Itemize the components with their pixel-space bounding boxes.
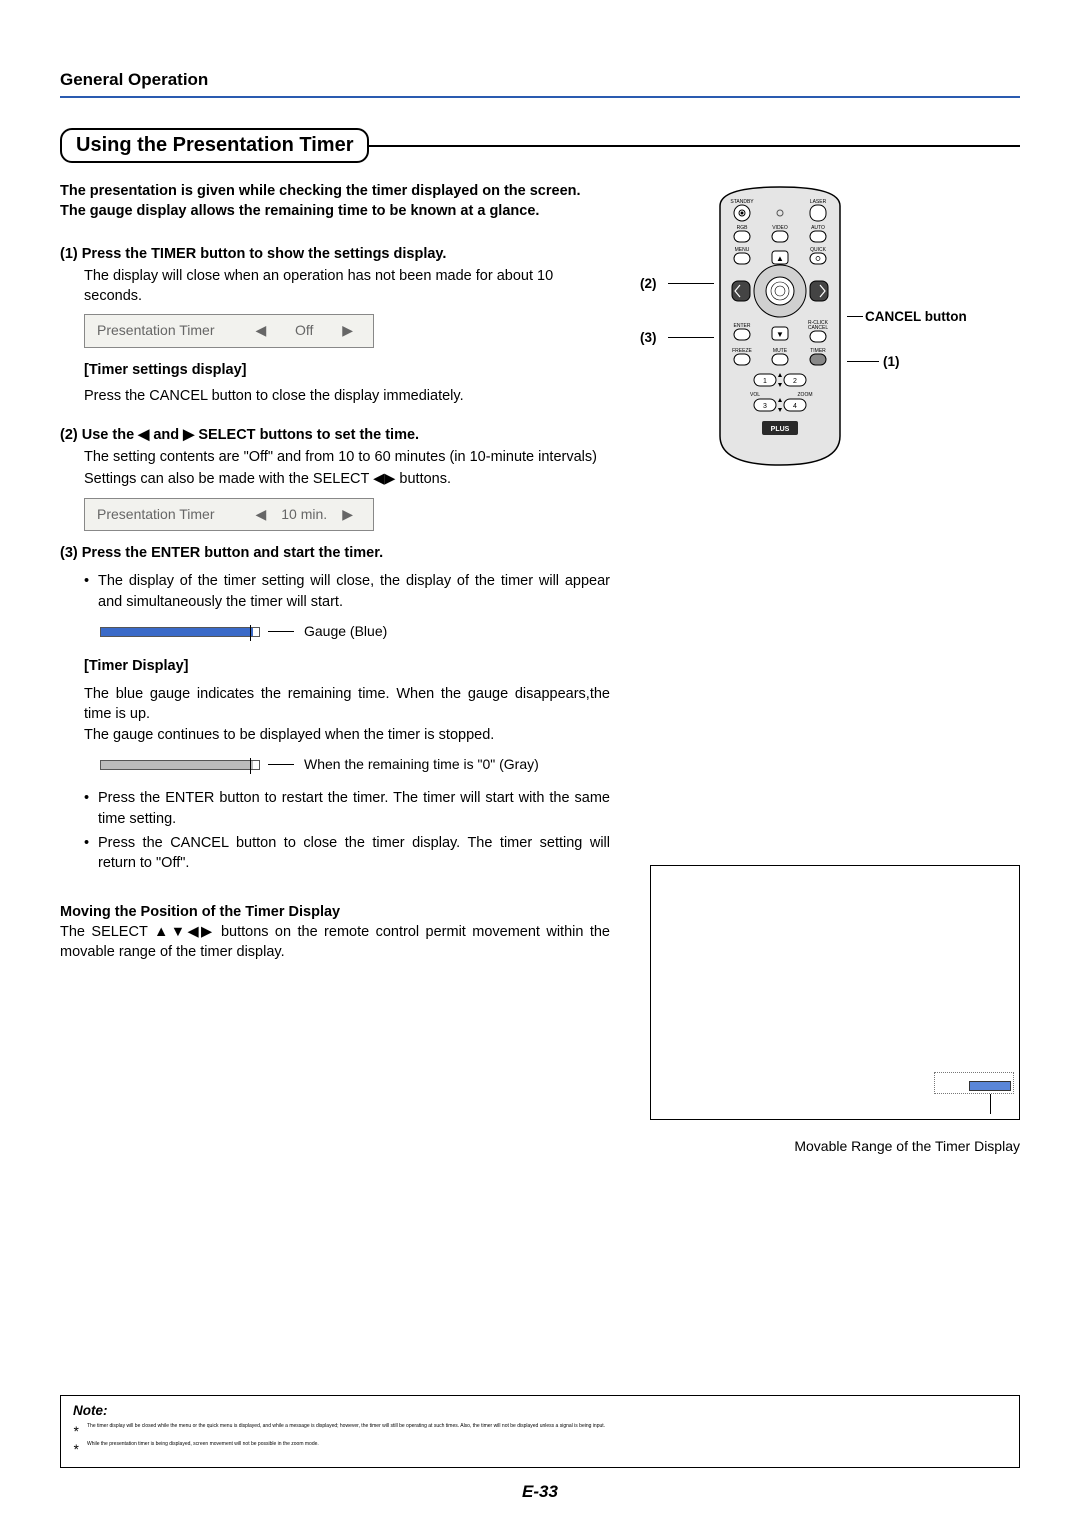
screen-caption: Movable Range of the Timer Display <box>650 1138 1020 1154</box>
svg-text:ZOOM: ZOOM <box>798 392 813 398</box>
svg-text:▲: ▲ <box>776 254 784 263</box>
lead-line-2 <box>268 764 294 765</box>
osd1-value: Off <box>274 321 334 341</box>
step-1: (1) Press the TIMER button to show the s… <box>60 244 610 307</box>
svg-text:STANDBY: STANDBY <box>730 199 754 205</box>
svg-text:PLUS: PLUS <box>771 426 790 433</box>
bullet-cancel-text: Press the CANCEL button to close the tim… <box>98 833 610 874</box>
svg-text:MENU: MENU <box>735 247 750 253</box>
gauge-blue-label: Gauge (Blue) <box>304 622 387 642</box>
svg-text:MUTE: MUTE <box>773 348 788 354</box>
callout-cancel: CANCEL button <box>865 309 967 324</box>
title-line <box>367 145 1020 147</box>
osd2-label: Presentation Timer <box>97 505 247 525</box>
step-3: (3) Press the ENTER button and start the… <box>60 543 610 563</box>
svg-text:4: 4 <box>793 403 797 410</box>
svg-text:1: 1 <box>763 378 767 385</box>
osd-off: Presentation Timer ◀ Off ▶ <box>84 314 374 348</box>
remote-svg: .t{font:5px Arial;fill:#000;} .tb{font:b… <box>710 181 850 471</box>
gauge-gray <box>100 760 260 770</box>
osd1-label: Presentation Timer <box>97 321 247 341</box>
svg-text:CANCEL: CANCEL <box>808 325 829 331</box>
osd2-value: 10 min. <box>274 505 334 525</box>
intro: The presentation is given while checking… <box>60 181 610 222</box>
callout-2: (2) <box>640 276 657 291</box>
callout-3-line <box>668 337 714 338</box>
svg-text:2: 2 <box>793 378 797 385</box>
svg-text:▼: ▼ <box>776 330 784 339</box>
note-2: While the presentation timer is being di… <box>87 1441 1007 1459</box>
svg-text:FREEZE: FREEZE <box>732 348 752 354</box>
svg-text:RGB: RGB <box>737 225 749 231</box>
bullet-enter-text: Press the ENTER button to restart the ti… <box>98 788 610 829</box>
lead-line <box>268 631 294 632</box>
gauge-gray-row: When the remaining time is "0" (Gray) <box>100 755 610 775</box>
step3-head: Press the ENTER button and start the tim… <box>82 545 383 561</box>
callout-3: (3) <box>640 330 657 345</box>
gauge-blue-row: Gauge (Blue) <box>100 622 610 642</box>
osd-10min: Presentation Timer ◀ 10 min. ▶ <box>84 498 374 532</box>
left-column: The presentation is given while checking… <box>60 181 610 963</box>
step2-head: Use the ◀ and ▶ SELECT buttons to set th… <box>82 427 419 443</box>
svg-text:QUICK: QUICK <box>810 247 827 253</box>
title-row: Using the Presentation Timer <box>60 128 1020 163</box>
page-number: E-33 <box>0 1482 1080 1502</box>
svg-text:TIMER: TIMER <box>810 348 826 354</box>
gauge-blue <box>100 627 260 637</box>
moving-section: Moving the Position of the Timer Display… <box>60 902 610 963</box>
svg-text:AUTO: AUTO <box>811 225 825 231</box>
note-1: The timer display will be closed while t… <box>87 1423 1007 1441</box>
moving-head: Moving the Position of the Timer Display <box>60 902 610 922</box>
section-header: General Operation <box>60 70 1020 90</box>
timer-display-p2: The gauge continues to be displayed when… <box>84 725 610 745</box>
step-2: (2) Use the ◀ and ▶ SELECT buttons to se… <box>60 425 610 490</box>
page-title: Using the Presentation Timer <box>60 128 369 163</box>
movable-range-screen <box>650 865 1020 1120</box>
moving-body: The SELECT ▲▼◀▶ buttons on the remote co… <box>60 922 610 963</box>
screen-wrap: Movable Range of the Timer Display <box>650 865 1020 1154</box>
right-column: (2) (3) (1) CANCEL button .t{font:5px Ar… <box>640 181 1020 963</box>
callout-2-line <box>668 283 714 284</box>
svg-text:3: 3 <box>763 403 767 410</box>
remote-control: .t{font:5px Arial;fill:#000;} .tb{font:b… <box>710 181 850 476</box>
intro-line1: The presentation is given while checking… <box>60 181 610 201</box>
svg-text:ENTER: ENTER <box>734 323 751 329</box>
step2-num: (2) <box>60 427 78 443</box>
page: General Operation Using the Presentation… <box>0 0 1080 1526</box>
step2-body1: The setting contents are "Off" and from … <box>84 447 610 467</box>
step1-num: (1) <box>60 246 78 262</box>
step3-bullet-text: The display of the timer setting will cl… <box>98 571 610 612</box>
intro-line2: The gauge display allows the remaining t… <box>60 201 610 221</box>
timer-settings-body: Press the CANCEL button to close the dis… <box>84 386 610 406</box>
osd2-right-arrow: ▶ <box>334 505 361 525</box>
step3-bullet: •The display of the timer setting will c… <box>84 571 610 612</box>
osd2-left-arrow: ◀ <box>247 505 274 525</box>
step1-body: The display will close when an operation… <box>84 266 610 307</box>
bullet-cancel: •Press the CANCEL button to close the ti… <box>84 833 610 874</box>
step1-head: Press the TIMER button to show the setti… <box>82 246 447 262</box>
osd1-left-arrow: ◀ <box>247 321 274 341</box>
callout-1-line <box>847 361 879 362</box>
header-rule <box>60 96 1020 98</box>
timer-display-head: [Timer Display] <box>84 656 610 676</box>
callout-1: (1) <box>883 354 900 369</box>
bullet-enter: •Press the ENTER button to restart the t… <box>84 788 610 829</box>
svg-text:LASER: LASER <box>810 199 827 205</box>
note-head: Note: <box>73 1402 1007 1420</box>
timer-settings-head: [Timer settings display] <box>84 360 610 380</box>
svg-text:VOL: VOL <box>750 392 760 398</box>
osd1-right-arrow: ▶ <box>334 321 361 341</box>
blue-gauge-mini <box>969 1081 1011 1091</box>
step2-body2: Settings can also be made with the SELEC… <box>84 469 610 489</box>
step3-num: (3) <box>60 545 78 561</box>
note-box: Note: *The timer display will be closed … <box>60 1395 1020 1468</box>
gauge-gray-label: When the remaining time is "0" (Gray) <box>304 755 539 775</box>
timer-display-p1: The blue gauge indicates the remaining t… <box>84 684 610 725</box>
svg-text:VIDEO: VIDEO <box>772 225 788 231</box>
lead-v <box>990 1094 991 1114</box>
